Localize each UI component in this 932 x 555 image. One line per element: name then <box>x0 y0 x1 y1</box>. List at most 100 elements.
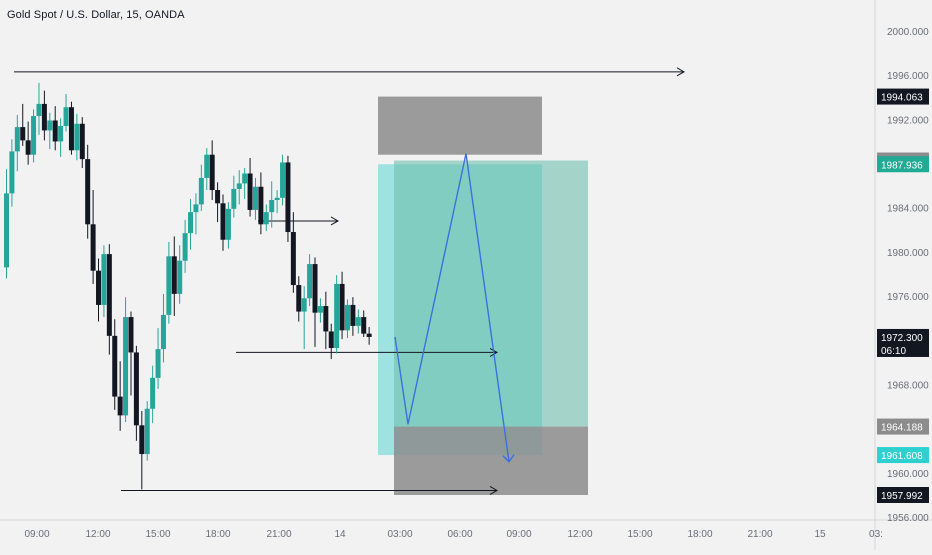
candle-body <box>20 127 26 141</box>
x-tick-label: 14 <box>334 529 346 540</box>
candle-body <box>220 203 226 240</box>
y-tick-label: 1980.000 <box>887 248 929 259</box>
y-tick-label: 1984.000 <box>887 204 929 215</box>
candle-body <box>139 425 145 455</box>
price-label: 1972.300 <box>881 333 923 344</box>
candle-body <box>193 204 199 213</box>
long-stop-zone <box>394 426 588 495</box>
candle-body <box>68 107 74 151</box>
x-tick-label: 03:00 <box>387 529 412 540</box>
x-tick-label: 15 <box>814 529 826 540</box>
candle-body <box>252 186 258 210</box>
x-tick-label: 18:00 <box>205 529 230 540</box>
candle-body <box>198 177 204 205</box>
candle-body <box>328 331 334 349</box>
candle-body <box>106 254 112 336</box>
candle-body <box>247 173 253 210</box>
y-tick-label: 1956.000 <box>887 513 929 524</box>
candle-body <box>366 333 372 337</box>
x-tick-label: 15:00 <box>145 529 170 540</box>
y-tick-label: 1996.000 <box>887 71 929 82</box>
candle-body <box>274 197 280 200</box>
candle-body <box>285 162 291 233</box>
candle-body <box>296 285 302 312</box>
candle-body <box>236 183 242 189</box>
y-tick-label: 1976.000 <box>887 292 929 303</box>
candle-body <box>58 125 64 142</box>
candle-body <box>85 159 91 225</box>
x-tick-label: 09:00 <box>24 529 49 540</box>
mid-level-line-arrowhead <box>330 216 340 226</box>
candle-body <box>258 186 264 225</box>
candle-body <box>204 154 210 178</box>
x-tick-label: 12:00 <box>567 529 592 540</box>
candle-body <box>334 283 340 349</box>
candle-body <box>112 335 118 397</box>
candle-body <box>323 306 329 332</box>
projection-path <box>394 153 510 462</box>
y-tick-label: 1960.000 <box>887 469 929 480</box>
candle-body <box>52 120 58 142</box>
candle-body <box>25 140 31 155</box>
chart-title: Gold Spot / U.S. Dollar, 15, OANDA <box>7 9 185 21</box>
candle-body <box>225 208 231 240</box>
y-tick-label: 2000.000 <box>887 27 929 38</box>
price-label-bg <box>877 447 929 464</box>
candle-body <box>74 123 80 151</box>
countdown-label: 06:10 <box>881 346 906 357</box>
candle-body <box>317 306 323 313</box>
x-tick-label: 06:00 <box>447 529 472 540</box>
price-label-bg <box>877 328 929 357</box>
short-stop-zone <box>378 96 542 155</box>
price-label: 1957.992 <box>881 491 923 502</box>
y-tick-label: 1968.000 <box>887 380 929 391</box>
candle-body <box>155 349 161 378</box>
candle-body <box>171 256 177 294</box>
candle-body <box>350 304 356 326</box>
price-label-bg <box>877 156 929 173</box>
candle-body <box>231 188 237 209</box>
x-tick-label: 15:00 <box>627 529 652 540</box>
price-label-bg <box>877 486 929 503</box>
candle-body <box>117 396 123 416</box>
candle-body <box>312 264 318 313</box>
candle-body <box>47 120 53 131</box>
x-tick-label: 18:00 <box>687 529 712 540</box>
candle-body <box>269 199 275 213</box>
candle-body <box>280 162 286 198</box>
candle-body <box>182 233 188 261</box>
price-label: 1964.188 <box>881 423 923 434</box>
price-axis <box>875 0 932 550</box>
candle-body <box>188 212 194 234</box>
price-label-bg <box>877 418 929 435</box>
x-tick-label: 03: <box>869 529 883 540</box>
bottom-support-line-arrowhead <box>489 486 499 495</box>
candle-body <box>209 154 215 191</box>
candle-body <box>290 232 296 286</box>
candle-body <box>263 212 269 225</box>
x-tick-label: 09:00 <box>506 529 531 540</box>
top-resistance-line-arrowhead <box>676 67 686 77</box>
candle-body <box>355 317 361 326</box>
price-label: 1987.936 <box>881 160 923 171</box>
candle-body <box>150 377 156 409</box>
x-tick-label: 21:00 <box>747 529 772 540</box>
long-target-zone <box>394 160 588 427</box>
candle-body <box>96 270 102 305</box>
candle-body <box>41 103 47 131</box>
candle-body <box>215 190 221 204</box>
y-tick-label: 1992.000 <box>887 115 929 126</box>
candle-body <box>301 298 307 312</box>
candle-body <box>361 317 367 334</box>
x-tick-label: 12:00 <box>85 529 110 540</box>
candle-body <box>63 107 69 126</box>
candle-body <box>144 408 150 455</box>
price-label: 1961.608 <box>881 451 923 462</box>
candle-body <box>177 260 183 294</box>
price-label-bg <box>877 88 929 105</box>
price-label: 1994.063 <box>881 93 923 104</box>
candle-body <box>339 283 345 331</box>
candle-body <box>307 264 313 299</box>
